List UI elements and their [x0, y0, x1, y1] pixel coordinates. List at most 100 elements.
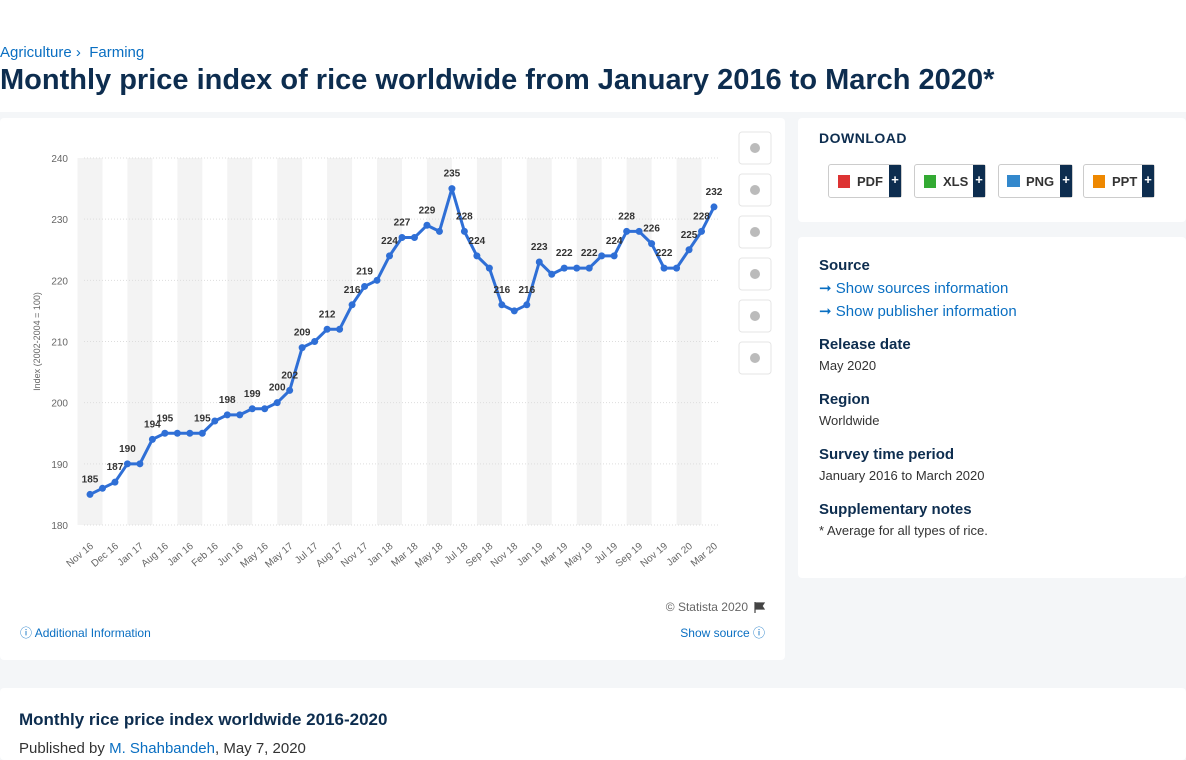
button-label[interactable]: XLS [943, 174, 969, 189]
publication-title: Monthly rice price index worldwide 2016-… [19, 710, 388, 729]
point [635, 227, 643, 235]
point [510, 307, 518, 315]
download-button[interactable]: PDF + [828, 164, 902, 198]
data-label: 212 [319, 309, 336, 320]
header: Agriculture › Farming Monthly price inde… [0, 0, 1186, 112]
x-tick-label: Feb 16 [190, 541, 221, 570]
info-link-text[interactable]: Show sources information [835, 280, 1009, 297]
point [623, 227, 631, 235]
download-button[interactable]: PNG + [998, 164, 1073, 198]
download-panel: DOWNLOAD PDF + XLS + PNG + PPT + [798, 118, 1186, 222]
y-tick-label: 220 [51, 276, 68, 287]
y-tick-label: 210 [51, 338, 68, 349]
show-source[interactable]: Show source ⓘ [680, 626, 765, 640]
info-panel: Source ➞ Show sources information ➞ Show… [798, 237, 1186, 578]
point [223, 411, 231, 419]
crumb-link[interactable]: Agriculture [0, 44, 72, 61]
plus: + [889, 165, 901, 197]
point [336, 325, 344, 333]
info-label: Supplementary notes [819, 501, 972, 518]
point [198, 429, 206, 437]
data-label: 223 [531, 242, 548, 253]
plus: + [973, 165, 985, 197]
plus: + [1142, 165, 1154, 197]
additional-info-text[interactable]: Additional Information [34, 626, 151, 640]
data-label: 198 [219, 395, 236, 406]
flag-icon [754, 602, 766, 613]
additional-info[interactable]: ⓘ Additional Information [20, 626, 151, 640]
data-label: 216 [518, 285, 535, 296]
point [348, 301, 356, 309]
point [386, 252, 394, 260]
x-tick-label: Aug 17 [314, 541, 346, 570]
data-label: 200 [269, 383, 286, 394]
point [211, 417, 219, 425]
point [298, 344, 306, 352]
data-label: 225 [681, 230, 698, 241]
point [136, 460, 144, 468]
info-link-text[interactable]: Show publisher information [835, 303, 1017, 320]
download-title: DOWNLOAD [819, 130, 907, 146]
column-band [127, 158, 153, 525]
crumb-link[interactable]: Farming [89, 44, 145, 61]
icon [1007, 175, 1020, 187]
icon [1093, 175, 1105, 188]
info-link[interactable]: ➞ Show sources information [819, 280, 1009, 297]
download-button[interactable]: PPT + [1083, 164, 1155, 198]
data-label: 222 [581, 248, 598, 259]
point [111, 478, 119, 486]
x-tick-label: Nov 16 [65, 541, 97, 570]
column-band [676, 158, 702, 525]
point [311, 338, 319, 345]
tool-icon [750, 227, 760, 237]
point [286, 386, 294, 394]
prefix: Published by [19, 740, 105, 757]
data-label: 187 [107, 462, 124, 473]
show-source-text[interactable]: Show source [680, 626, 750, 640]
point [685, 246, 693, 254]
download-button[interactable]: XLS + [914, 164, 986, 198]
data-label: 232 [706, 187, 723, 198]
data-label: 228 [618, 211, 635, 222]
button-label[interactable]: PDF [857, 174, 883, 189]
point [86, 490, 94, 498]
date: , May 7, 2020 [215, 740, 306, 757]
point [410, 234, 418, 242]
info-text: January 2016 to March 2020 [819, 468, 985, 483]
point [373, 276, 381, 284]
point [323, 325, 331, 333]
x-tick-label: Sep 18 [464, 541, 496, 570]
data-label: 224 [469, 236, 486, 247]
tool-icon [750, 185, 760, 195]
point [573, 264, 581, 272]
info-link[interactable]: ➞ Show publisher information [819, 303, 1017, 320]
point [398, 234, 406, 242]
x-tick-label: Nov 19 [639, 541, 671, 570]
author-link[interactable]: M. Shahbandeh [109, 740, 215, 757]
x-tick-label: Nov 17 [339, 541, 371, 570]
point [648, 240, 656, 248]
point [673, 264, 681, 272]
button-label[interactable]: PPT [1112, 174, 1138, 189]
chart-panel: 180 190 200 210 220 230 240 Index (2002-2004 = … [0, 118, 785, 660]
data-label: 190 [119, 444, 136, 455]
data-label: 195 [194, 413, 211, 424]
point [273, 399, 281, 407]
x-tick-label: Nov 18 [489, 541, 521, 570]
point [710, 203, 718, 211]
point [535, 258, 543, 266]
point [361, 282, 369, 290]
tool-icon [750, 311, 760, 321]
data-label: 224 [381, 236, 398, 247]
data-label: 216 [344, 285, 361, 296]
point [598, 252, 606, 260]
data-label: 228 [456, 211, 473, 222]
point [435, 227, 443, 235]
publication-panel: Monthly rice price index worldwide 2016-… [0, 688, 1186, 760]
point [423, 221, 431, 229]
point [448, 185, 456, 193]
button-label[interactable]: PNG [1026, 174, 1055, 189]
x-tick-label: Dec 16 [90, 541, 122, 570]
point [161, 429, 169, 437]
x-tick-label: May 19 [563, 541, 596, 571]
